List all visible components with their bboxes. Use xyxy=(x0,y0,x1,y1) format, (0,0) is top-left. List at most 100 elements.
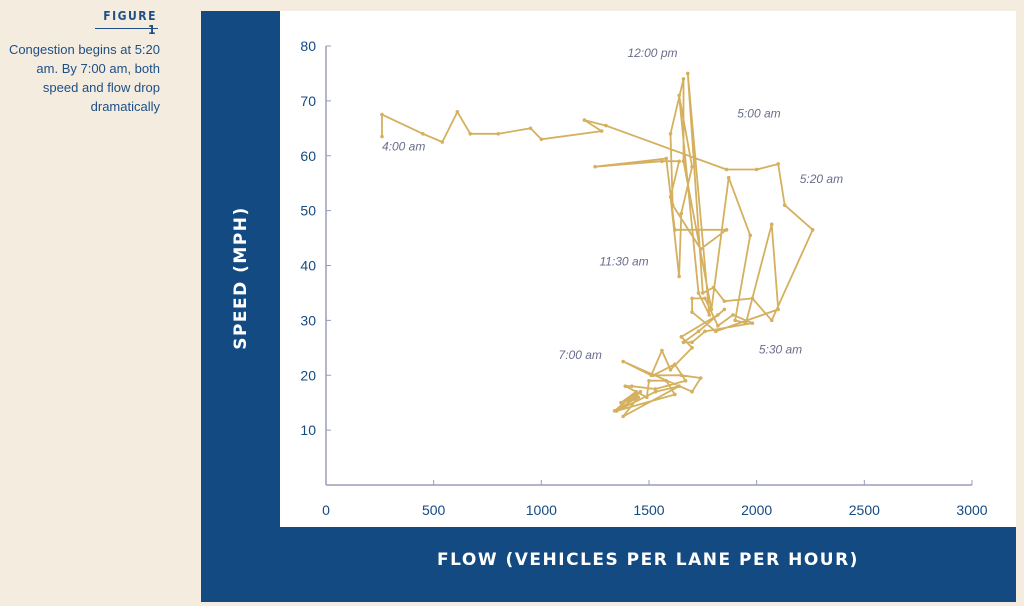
data-point xyxy=(673,392,677,397)
data-point xyxy=(716,313,720,317)
data-point xyxy=(748,233,753,238)
data-point xyxy=(380,112,384,117)
data-point xyxy=(673,362,677,367)
data-point xyxy=(769,318,774,323)
data-point xyxy=(668,367,673,372)
data-point xyxy=(690,310,694,314)
data-point xyxy=(810,228,815,232)
y-tick-label: 60 xyxy=(300,148,316,164)
data-point xyxy=(731,313,735,317)
data-point xyxy=(681,77,686,81)
x-tick-label: 500 xyxy=(422,502,446,518)
data-point xyxy=(677,159,681,164)
data-point xyxy=(750,321,755,325)
speed-flow-chart: 10 20 30 40 50 60 70 80 0 500 1000 1500 2000 2500 3000… xyxy=(300,38,987,518)
data-point xyxy=(653,387,658,391)
data-point xyxy=(638,389,643,394)
data-point xyxy=(677,384,681,389)
data-point xyxy=(716,324,720,328)
x-tick-label: 3000 xyxy=(956,502,987,518)
data-point xyxy=(681,340,686,345)
y-tick-label: 10 xyxy=(300,422,316,438)
data-point xyxy=(703,329,707,334)
y-tick-label: 80 xyxy=(300,38,316,54)
x-axis-label: FLOW (VEHICLES PER LANE PER HOUR) xyxy=(437,550,859,570)
time-annotation: 5:20 am xyxy=(800,172,843,186)
data-point xyxy=(690,340,694,345)
data-point xyxy=(750,296,755,301)
data-point xyxy=(698,247,703,251)
y-tick-label: 40 xyxy=(300,258,316,274)
data-point xyxy=(636,395,641,400)
data-point xyxy=(696,291,701,295)
series-line xyxy=(381,72,814,418)
data-point xyxy=(468,132,473,136)
data-point xyxy=(380,134,384,139)
y-tick-label: 50 xyxy=(300,203,316,219)
data-point xyxy=(647,378,651,383)
data-point xyxy=(681,159,686,164)
data-point xyxy=(713,329,718,334)
x-tick-label: 2500 xyxy=(849,502,880,518)
data-point xyxy=(625,398,630,402)
data-point xyxy=(668,132,673,136)
data-point xyxy=(776,162,780,166)
data-point xyxy=(679,211,684,216)
data-point xyxy=(539,137,544,142)
data-point xyxy=(593,164,597,169)
data-point xyxy=(664,378,669,383)
data-point xyxy=(724,228,729,232)
y-tick-label: 70 xyxy=(300,93,316,109)
data-point xyxy=(769,222,774,227)
figure-label-underline xyxy=(95,28,158,29)
data-point xyxy=(621,359,625,364)
data-point xyxy=(645,395,649,400)
data-point xyxy=(496,132,501,136)
data-point xyxy=(690,296,694,301)
data-point xyxy=(776,307,780,312)
data-point xyxy=(679,335,684,339)
data-point xyxy=(722,307,727,312)
data-point xyxy=(698,376,703,380)
data-point xyxy=(677,93,681,98)
data-point xyxy=(621,406,625,410)
data-point xyxy=(709,307,714,312)
data-point xyxy=(629,384,634,389)
data-point xyxy=(690,389,694,394)
data-point xyxy=(440,140,445,144)
data-point xyxy=(599,129,604,133)
data-point xyxy=(677,274,681,279)
data-point xyxy=(653,389,658,394)
data-point xyxy=(690,164,694,169)
data-point xyxy=(683,378,688,383)
x-tick-label: 2000 xyxy=(741,502,772,518)
data-point xyxy=(726,175,731,180)
data-point xyxy=(528,126,533,131)
data-point xyxy=(711,285,716,290)
data-point xyxy=(701,291,705,295)
data-point xyxy=(421,132,425,136)
data-point xyxy=(604,123,608,128)
data-point xyxy=(685,71,690,76)
data-point xyxy=(651,373,656,378)
data-point xyxy=(754,167,759,172)
y-tick-label: 30 xyxy=(300,312,316,328)
data-point xyxy=(455,110,460,114)
data-point xyxy=(670,203,675,207)
data-point xyxy=(623,384,628,389)
data-point xyxy=(722,299,727,303)
x-tick-label: 0 xyxy=(322,502,330,518)
data-point xyxy=(668,195,673,199)
data-point xyxy=(582,118,587,122)
time-annotation: 11:30 am xyxy=(599,255,648,269)
x-tick-label: 1000 xyxy=(526,502,557,518)
data-point xyxy=(612,409,617,413)
data-point xyxy=(782,203,787,207)
time-annotation: 4:00 am xyxy=(382,139,425,153)
data-point xyxy=(634,389,638,394)
figure-label: FIGURE 1 xyxy=(103,9,157,37)
chart-panel: 10 20 30 40 50 60 70 80 0 500 1000 1500 2000 2500 3000… xyxy=(201,11,1016,602)
plot-area: 10 20 30 40 50 60 70 80 0 500 1000 1500 2000 2500 3000… xyxy=(280,11,1016,527)
data-point xyxy=(660,159,664,164)
time-annotation: 5:00 am xyxy=(737,106,780,120)
